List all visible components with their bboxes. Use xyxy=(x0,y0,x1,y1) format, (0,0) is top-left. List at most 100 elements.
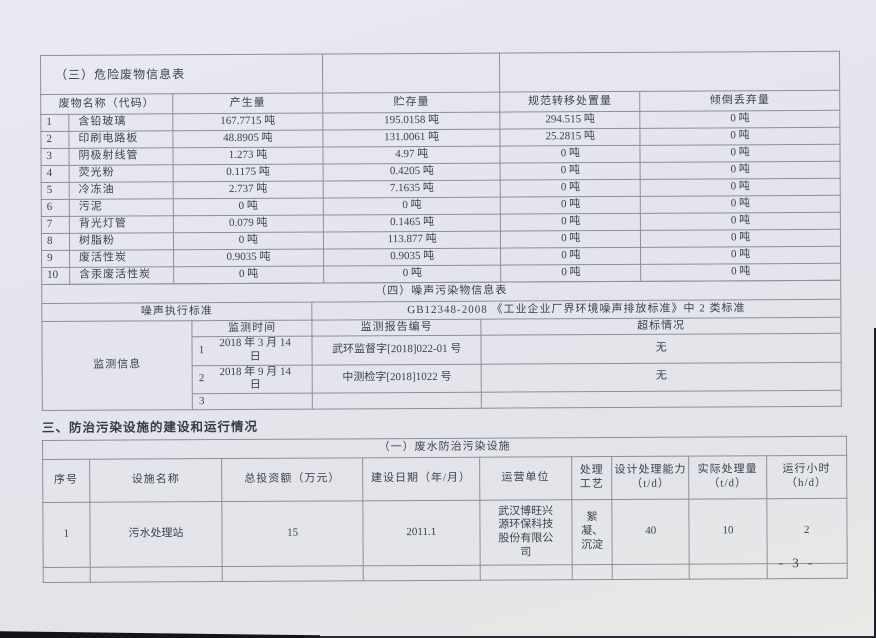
row-number: 2 xyxy=(40,131,69,149)
waste-name: 阴极射线管 xyxy=(68,147,173,166)
produced-amount: 0 吨 xyxy=(173,232,324,250)
row-number: 3 xyxy=(40,148,70,166)
dumped-amount: 0 吨 xyxy=(640,263,841,282)
actual-amount-value: 10 xyxy=(689,498,767,565)
empty-cell xyxy=(479,564,573,581)
dumped-amount: 0 吨 xyxy=(640,195,841,214)
column-header-run-hours: 运行小时（h/d） xyxy=(766,455,847,499)
row-number: 3 xyxy=(198,394,205,407)
exceed-status xyxy=(481,390,842,409)
column-header-process: 处理工艺 xyxy=(571,456,613,500)
waste-name: 污泥 xyxy=(69,198,174,217)
stored-amount: 0.1465 吨 xyxy=(323,214,501,233)
column-header-transferred: 规范转移处置量 xyxy=(500,91,641,113)
empty-cell xyxy=(43,567,90,583)
waste-name: 印刷电路板 xyxy=(68,130,173,149)
dumped-amount: 0 吨 xyxy=(640,246,841,265)
document-content: （三）危险废物信息表 废物名称（代码） 产生量 贮存量 规范转移处置量 倾倒丢弃… xyxy=(40,51,848,583)
scan-bottom-shadow xyxy=(0,631,320,638)
row-number: 8 xyxy=(41,233,70,251)
stored-amount: 7.1635 吨 xyxy=(323,180,501,199)
row-number: 2 xyxy=(198,372,205,385)
empty-cell xyxy=(612,564,690,580)
produced-amount: 1.273 吨 xyxy=(172,147,324,165)
row-number: 4 xyxy=(41,165,70,183)
produced-amount: 0.9035 吨 xyxy=(173,249,324,267)
hazardous-table-title-row: （三）危险废物信息表 xyxy=(40,51,840,95)
monitor-date: 2018 年 9 月 14 日 xyxy=(219,365,292,392)
monitor-time-content: 3 xyxy=(195,394,310,408)
monitor-time-cell: 2 2018 年 9 月 14 日 xyxy=(192,364,313,394)
empty-cell xyxy=(499,51,840,93)
column-header-investment: 总投资额（万元） xyxy=(221,457,363,502)
row-number: 1 xyxy=(198,344,205,357)
exceed-status: 无 xyxy=(481,333,842,364)
transferred-amount: 0 吨 xyxy=(500,145,641,164)
row-number: 9 xyxy=(41,250,70,268)
produced-amount: 48.8905 吨 xyxy=(172,130,324,148)
dumped-amount: 0 吨 xyxy=(640,212,841,231)
monitor-time-content: 2 2018 年 9 月 14 日 xyxy=(195,365,310,393)
transferred-amount: 0 吨 xyxy=(500,162,641,181)
stored-amount: 0 吨 xyxy=(323,265,502,284)
dumped-amount: 0 吨 xyxy=(640,178,841,197)
waste-name: 含铅玻璃 xyxy=(68,113,173,132)
operator-name: 武汉博旺兴源环保科技股份有限公司 xyxy=(479,499,573,566)
produced-amount: 0.1175 吨 xyxy=(172,164,324,182)
dumped-amount: 0 吨 xyxy=(640,110,840,129)
process-name: 絮凝、沉淀 xyxy=(571,499,613,565)
transferred-amount: 0 吨 xyxy=(500,196,641,215)
row-number: 7 xyxy=(41,216,70,234)
column-header-design-capacity: 设计处理能力（t/d） xyxy=(611,456,690,500)
produced-amount: 2.737 吨 xyxy=(172,181,324,199)
transferred-amount: 0 吨 xyxy=(500,213,641,232)
scan-bottom-edge xyxy=(0,636,876,638)
produced-amount: 0 吨 xyxy=(173,198,324,216)
row-number: 6 xyxy=(41,199,70,217)
empty-cell xyxy=(89,566,223,583)
stored-amount: 131.0061 吨 xyxy=(322,129,501,148)
column-header-monitor-time: 监测时间 xyxy=(192,320,313,337)
column-header-build-date: 建设日期（年/月） xyxy=(362,457,480,501)
exceed-status: 无 xyxy=(481,361,842,393)
transferred-amount: 294.515 吨 xyxy=(500,111,641,130)
stored-amount: 113.877 吨 xyxy=(323,231,501,250)
section-heading: 三、防治污染设施的建设和运行情况 xyxy=(41,419,259,435)
waste-name: 冷冻油 xyxy=(69,181,174,200)
report-number: 武环监督字[2018]022-01 号 xyxy=(312,335,482,365)
waste-name: 废活性炭 xyxy=(69,249,174,268)
empty-table-row xyxy=(43,563,848,583)
waste-name: 荧光粉 xyxy=(69,164,173,183)
report-number xyxy=(312,392,482,410)
produced-amount: 0.079 吨 xyxy=(173,215,324,233)
facility-name: 污水处理站 xyxy=(89,501,223,568)
noise-pollutant-table: （四）噪声污染物信息表 噪声执行标准 GB12348-2008 《工业企业厂界环… xyxy=(41,280,842,411)
column-header-produced: 产生量 xyxy=(172,93,323,114)
table-row: 1 污水处理站 15 2011.1 武汉博旺兴源环保科技股份有限公司 絮凝、沉淀… xyxy=(42,498,848,568)
design-capacity-value: 40 xyxy=(612,499,690,565)
run-hours-value: 2 xyxy=(766,498,848,564)
transferred-amount: 0 吨 xyxy=(500,230,641,249)
noise-standard-label: 噪声执行标准 xyxy=(41,302,312,322)
waste-name: 树脂粉 xyxy=(69,232,174,251)
monitor-time-cell: 1 2018 年 3 月 14 日 xyxy=(192,336,313,366)
column-header-stored: 贮存量 xyxy=(322,92,501,114)
column-header-report-number: 监测报告编号 xyxy=(311,319,482,337)
scan-right-edge xyxy=(874,328,876,638)
transferred-amount: 0 吨 xyxy=(500,179,641,198)
produced-amount: 0 吨 xyxy=(173,266,324,284)
empty-cell xyxy=(572,564,613,580)
stored-amount: 0.4205 吨 xyxy=(323,163,501,182)
monitor-info-label: 监测信息 xyxy=(41,320,193,411)
stored-amount: 195.0158 吨 xyxy=(322,112,501,131)
empty-cell xyxy=(322,53,501,94)
monitor-date: 2018 年 3 月 14 日 xyxy=(219,336,291,363)
report-number: 中测检字[2018]1022 号 xyxy=(312,363,482,394)
dumped-amount: 0 吨 xyxy=(640,127,840,146)
dumped-amount: 0 吨 xyxy=(640,229,841,248)
row-number: 1 xyxy=(42,502,90,568)
column-header-actual-amount: 实际处理量（t/d） xyxy=(688,455,767,500)
stored-amount: 4.97 吨 xyxy=(323,146,501,165)
hazardous-table-title: （三）危险废物信息表 xyxy=(40,54,323,95)
